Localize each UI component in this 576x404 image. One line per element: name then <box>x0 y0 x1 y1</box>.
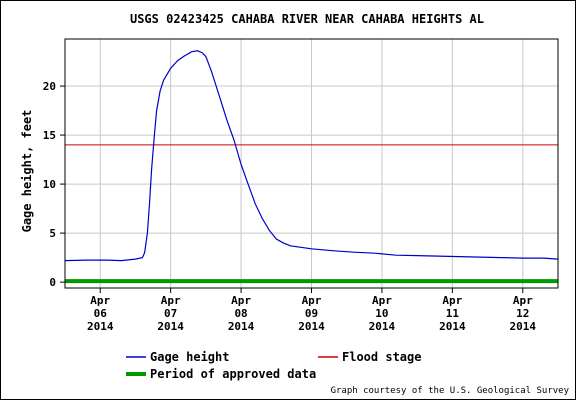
y-tick-label: 5 <box>49 227 56 240</box>
y-axis-ticks: 0 5 10 15 20 <box>43 80 65 289</box>
x-tick-label: 2014 <box>157 320 184 333</box>
x-tick-label: 08 <box>234 307 247 320</box>
legend-flood-stage-label: Flood stage <box>342 350 421 364</box>
grid-lines <box>65 39 558 288</box>
x-tick-label: Apr <box>372 294 392 307</box>
x-tick-label: Apr <box>231 294 251 307</box>
x-tick-label: 07 <box>164 307 177 320</box>
x-tick-label: Apr <box>161 294 181 307</box>
x-tick-label: Apr <box>302 294 322 307</box>
x-tick-label: Apr <box>90 294 110 307</box>
x-tick-label: 12 <box>516 307 529 320</box>
gage-height-series-line <box>64 50 559 262</box>
x-tick-label: 2014 <box>369 320 396 333</box>
y-axis-label: Gage height, feet <box>20 110 34 233</box>
chart-title: USGS 02423425 CAHABA RIVER NEAR CAHABA H… <box>130 12 484 26</box>
y-tick-label: 10 <box>43 178 56 191</box>
x-tick-label: Apr <box>513 294 533 307</box>
x-tick-label: 2014 <box>510 320 537 333</box>
x-tick-label: 11 <box>446 307 460 320</box>
x-tick-label: 2014 <box>298 320 325 333</box>
y-tick-label: 15 <box>43 129 56 142</box>
x-tick-label: Apr <box>442 294 462 307</box>
x-tick-label: 10 <box>375 307 388 320</box>
plot-area-border <box>64 38 559 289</box>
x-tick-label: 2014 <box>228 320 255 333</box>
legend: Gage height Flood stage Period of approv… <box>126 350 421 381</box>
y-tick-label: 20 <box>43 80 56 93</box>
credit-text: Graph courtesy of the U.S. Geological Su… <box>331 386 570 396</box>
x-axis-ticks: Apr062014Apr072014Apr082014Apr092014Apr1… <box>87 288 536 333</box>
x-tick-label: 2014 <box>87 320 114 333</box>
x-tick-label: 2014 <box>439 320 466 333</box>
x-tick-label: 06 <box>94 307 108 320</box>
y-tick-label: 0 <box>49 276 56 289</box>
legend-approved-data-label: Period of approved data <box>150 367 316 381</box>
x-tick-label: 09 <box>305 307 318 320</box>
legend-gage-height-label: Gage height <box>150 350 229 364</box>
